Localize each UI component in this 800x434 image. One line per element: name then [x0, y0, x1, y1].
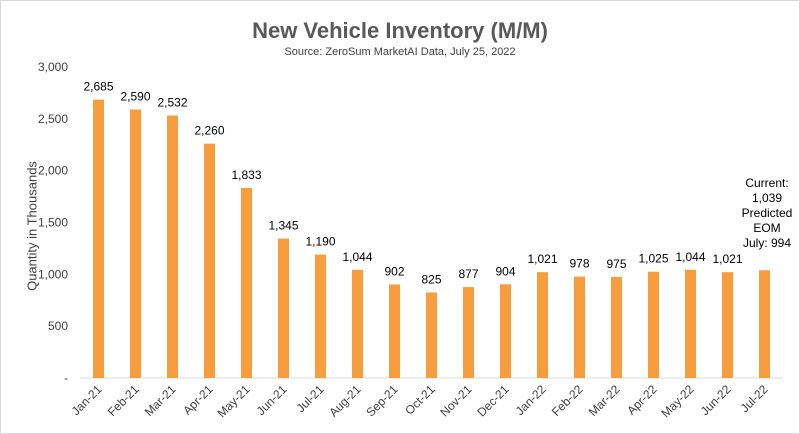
bar: [167, 115, 178, 379]
bar: [759, 270, 770, 378]
annotation-line: EOM: [753, 221, 781, 235]
x-tick-label: Oct-21: [402, 382, 438, 418]
data-label: 978: [569, 257, 589, 271]
bar: [648, 271, 659, 378]
x-tick-label: Mar-21: [142, 382, 179, 419]
data-labels: 2,685 2,590 2,532 2,260 1,833 1,345 1,190 1,044…: [83, 80, 742, 287]
x-tick-label: Jun-22: [698, 382, 734, 418]
current-annotation: Current: 1,039 Predicted EOM July: 994: [738, 176, 796, 251]
x-tick-label: Apr-21: [180, 382, 216, 418]
x-tick-label: Jan-21: [69, 382, 105, 418]
bar: [241, 187, 252, 378]
y-tick-labels: - 500 1,000 1,500 2,000 2,500 3,000: [38, 60, 68, 385]
bar: [463, 287, 474, 378]
data-label: 2,260: [194, 124, 224, 138]
bar: [426, 292, 437, 378]
x-tick-label: Feb-22: [549, 382, 586, 419]
annotation-line: Current:: [745, 176, 789, 190]
y-tick-label: 3,000: [38, 60, 68, 74]
x-tick-label: Aug-21: [326, 382, 363, 419]
annotation-line: 1,039: [751, 191, 783, 205]
y-tick-label: 2,500: [38, 112, 68, 126]
data-label: 902: [384, 264, 404, 278]
data-label: 904: [495, 264, 515, 278]
annotation-line: Predicted: [741, 206, 793, 220]
data-label: 1,044: [675, 250, 705, 264]
bar: [722, 272, 733, 378]
x-tick-label: Mar-22: [586, 382, 623, 419]
x-tick-label: May-22: [658, 382, 696, 420]
x-tick-label: Jul-22: [738, 382, 771, 415]
data-label: 825: [421, 272, 441, 286]
annotation-line: July: 994: [742, 236, 792, 250]
bar: [352, 269, 363, 378]
bar: [204, 143, 215, 378]
data-label: 1,044: [342, 250, 372, 264]
x-tick-label: Feb-21: [105, 382, 142, 419]
data-label: 877: [458, 267, 478, 281]
x-tick-label: Jan-22: [513, 382, 549, 418]
data-label: 2,532: [157, 96, 187, 110]
bar: [537, 272, 548, 378]
data-label: 2,590: [120, 90, 150, 104]
y-tick-label: 500: [48, 319, 68, 333]
bar: [315, 254, 326, 378]
chart-subtitle: Source: ZeroSum MarketAI Data, July 25, …: [284, 46, 516, 58]
data-label: 2,685: [83, 80, 113, 94]
bars: [93, 99, 770, 379]
data-label: 1,021: [527, 252, 557, 266]
x-tick-label: Dec-21: [474, 382, 511, 419]
bar: [611, 276, 622, 378]
x-tick-label: Sep-21: [363, 382, 400, 419]
data-label: 1,190: [305, 235, 335, 249]
bar: [389, 284, 400, 378]
x-tick-label: Jun-21: [254, 382, 290, 418]
data-label: 1,021: [712, 252, 742, 266]
bar: [500, 284, 511, 378]
bar: [130, 109, 141, 379]
x-tick-label: Jul-21: [294, 382, 327, 415]
bar: [93, 99, 104, 378]
y-tick-label: 1,500: [38, 216, 68, 230]
bar: [278, 238, 289, 378]
data-label: 1,025: [638, 252, 668, 266]
data-label: 1,345: [268, 219, 298, 233]
bar: [685, 269, 696, 378]
data-label: 1,833: [231, 168, 261, 182]
y-tick-label: -: [64, 371, 68, 385]
x-tick-label: Apr-22: [624, 382, 660, 418]
x-tick-label: May-21: [214, 382, 252, 420]
bar: [574, 276, 585, 378]
data-label: 975: [606, 257, 626, 271]
y-tick-label: 2,000: [38, 164, 68, 178]
x-tick-label: Nov-21: [437, 382, 474, 419]
chart-title: New Vehicle Inventory (M/M): [252, 18, 548, 43]
y-tick-label: 1,000: [38, 267, 68, 281]
